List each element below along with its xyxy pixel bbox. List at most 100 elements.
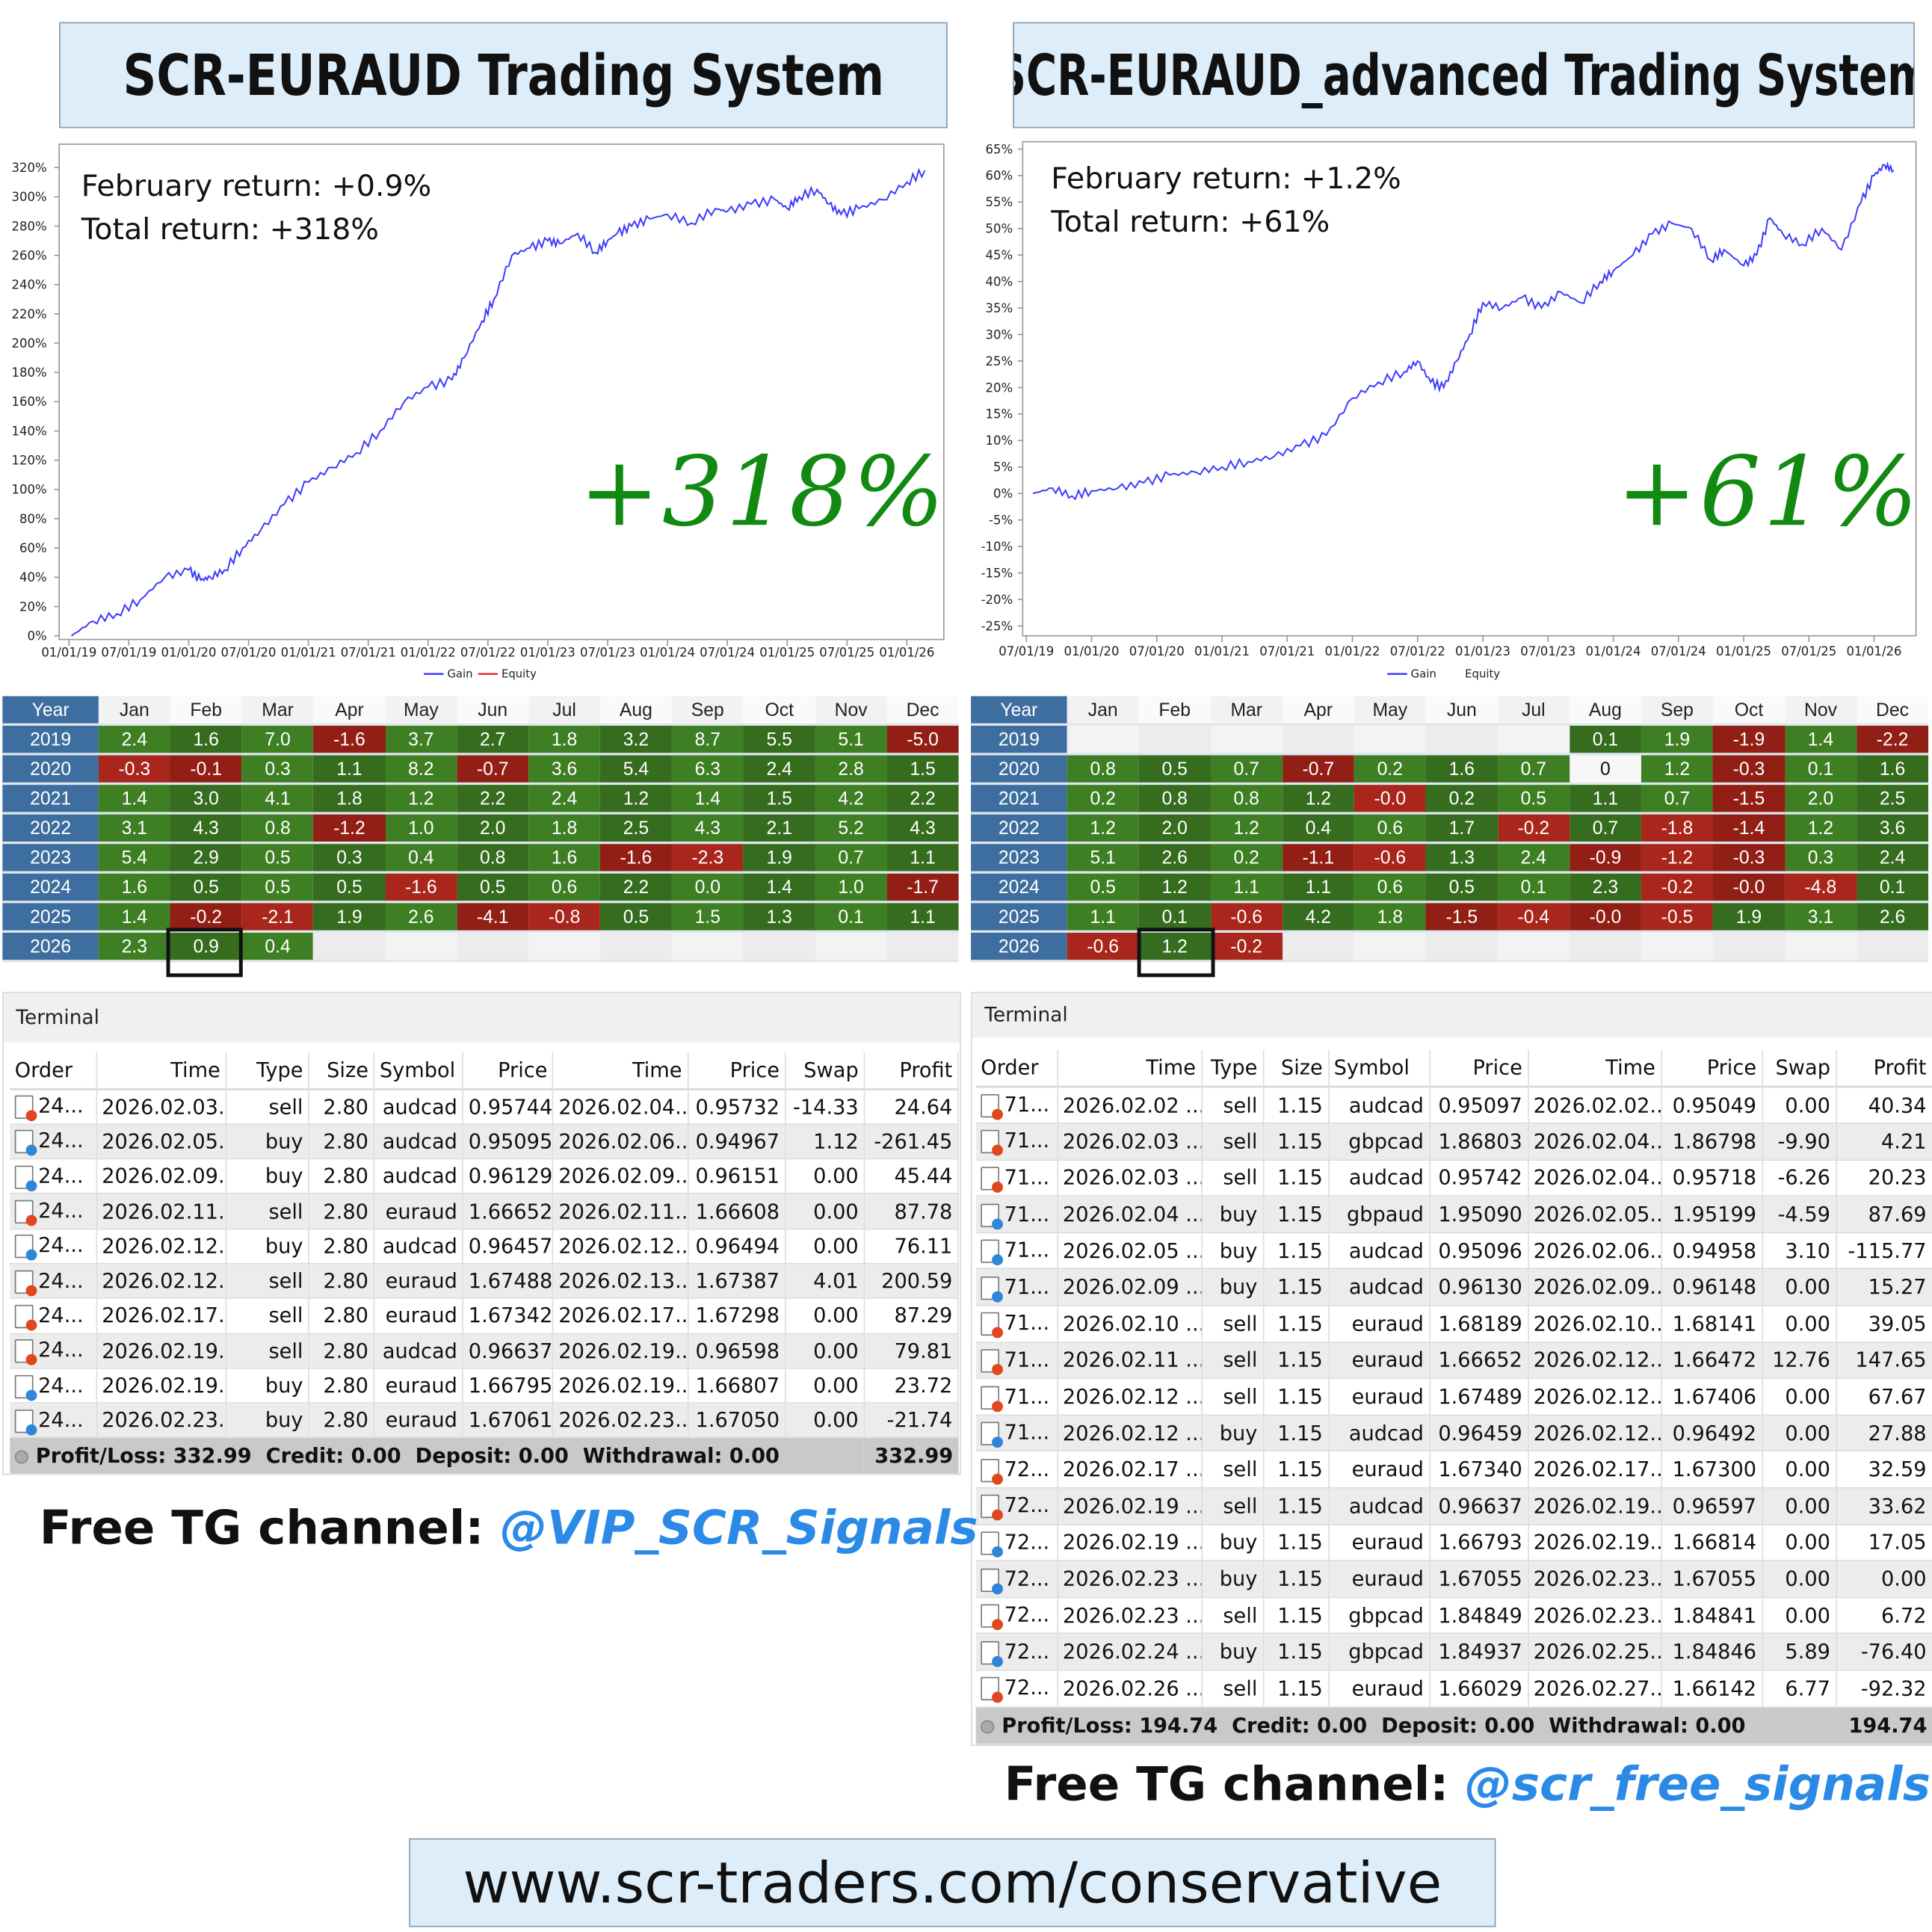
trade-cell: 0.96637 xyxy=(463,1333,554,1369)
trade-row[interactable]: 72... 2026.02.19 ... buy 1.15 euraud 1.66793 2… xyxy=(975,1524,1932,1562)
column-header-time[interactable]: Time xyxy=(1528,1049,1662,1088)
trade-cell: 5.89 xyxy=(1762,1633,1837,1671)
y-tick-label: 320% xyxy=(12,161,47,175)
column-header-price[interactable]: Price xyxy=(1429,1049,1529,1088)
trade-row[interactable]: 72... 2026.02.19 ... sell 1.15 audcad 0.96637… xyxy=(975,1487,1932,1525)
trade-cell: 1.67050 xyxy=(687,1403,786,1439)
column-header-time[interactable]: Time xyxy=(1057,1049,1203,1088)
return-cell: 0.8 xyxy=(1138,783,1211,815)
trade-cell: euraud xyxy=(374,1194,464,1229)
trade-row[interactable]: 24... 2026.02.05... buy 2.80 audcad 0.95095 20… xyxy=(10,1124,959,1160)
trade-cell: 2026.02.19... xyxy=(96,1333,227,1369)
trade-cell: 1.15 xyxy=(1262,1670,1330,1708)
column-header-symbol[interactable]: Symbol xyxy=(1328,1049,1431,1088)
trade-row[interactable]: 72... 2026.02.23 ... sell 1.15 gbpcad 1.84849… xyxy=(975,1597,1932,1635)
trade-row[interactable]: 24... 2026.02.03... sell 2.80 audcad 0.95744 2… xyxy=(10,1089,959,1125)
trade-row[interactable]: 71... 2026.02.05 ... buy 1.15 audcad 0.95096 2… xyxy=(975,1232,1932,1270)
return-cell: 5.4 xyxy=(600,753,672,786)
trade-row[interactable]: 71... 2026.02.02 ... sell 1.15 audcad 0.95097… xyxy=(975,1087,1932,1124)
trade-row[interactable]: 71... 2026.02.12 ... buy 1.15 audcad 0.96459 2… xyxy=(975,1415,1932,1452)
trade-row[interactable]: 72... 2026.02.23 ... buy 1.15 euraud 1.67055 2… xyxy=(975,1561,1932,1598)
y-tick-label: 35% xyxy=(986,301,1013,315)
trade-row[interactable]: 24... 2026.02.19... buy 2.80 euraud 1.66795 20… xyxy=(10,1368,959,1404)
return-cell: -1.9 xyxy=(1712,724,1785,756)
trade-row[interactable]: 72... 2026.02.24 ... buy 1.15 gbpcad 1.84937 2… xyxy=(975,1633,1932,1671)
return-cell: 1.9 xyxy=(1712,901,1785,933)
trade-cell: -261.45 xyxy=(864,1124,959,1160)
website-url-link[interactable]: www.scr-traders.com/conservative xyxy=(463,1849,1442,1916)
column-header-type[interactable]: Type xyxy=(226,1052,309,1091)
year-cell: 2026 xyxy=(971,931,1067,963)
trade-cell: 0.96459 xyxy=(1429,1415,1529,1452)
year-row: 2026 -0.6 1.2 -0.2 xyxy=(971,931,1929,963)
trade-cell: 0.95096 xyxy=(1429,1232,1529,1270)
column-header-time[interactable]: Time xyxy=(96,1052,227,1091)
legend-gain-label: Gain xyxy=(1411,668,1436,681)
trade-row[interactable]: 71... 2026.02.04 ... buy 1.15 gbpaud 1.95090 2… xyxy=(975,1196,1932,1234)
trade-row[interactable]: 71... 2026.02.10 ... sell 1.15 euraud 1.68189… xyxy=(975,1305,1932,1343)
trade-row[interactable]: 71... 2026.02.03 ... sell 1.15 gbpcad 1.86803… xyxy=(975,1123,1932,1161)
left-tg-handle-link[interactable]: @VIP_SCR_Signals xyxy=(500,1500,978,1555)
column-header-size[interactable]: Size xyxy=(308,1052,375,1091)
column-header-order[interactable]: Order xyxy=(10,1052,97,1091)
trade-row[interactable]: 24... 2026.02.17... sell 2.80 euraud 1.67342 2… xyxy=(10,1298,959,1334)
return-cell: 0.5 xyxy=(1067,872,1139,904)
return-cell: 5.1 xyxy=(815,724,887,756)
trade-row[interactable]: 24... 2026.02.12... buy 2.80 audcad 0.96457 20… xyxy=(10,1228,959,1265)
trade-cell: sell xyxy=(226,1263,309,1300)
trade-row[interactable]: 24... 2026.02.09... buy 2.80 audcad 0.96129 20… xyxy=(10,1158,959,1195)
trade-cell: 1.66814 xyxy=(1661,1524,1763,1562)
column-header-profit[interactable]: Profit xyxy=(1836,1049,1932,1088)
return-cell: 1.8 xyxy=(1354,901,1426,933)
trade-cell: 1.67055 xyxy=(1661,1561,1763,1598)
trade-row[interactable]: 24... 2026.02.11... sell 2.80 euraud 1.66652 2… xyxy=(10,1194,959,1229)
trade-cell: 2.80 xyxy=(308,1368,375,1404)
trade-cell: -76.40 xyxy=(1836,1633,1932,1671)
trade-cell: 2026.02.17... xyxy=(96,1298,227,1334)
order-id: 24... xyxy=(38,1373,84,1397)
trade-row[interactable]: 71... 2026.02.09 ... buy 1.15 audcad 0.96130 2… xyxy=(975,1269,1932,1306)
return-cell: 1.9 xyxy=(1641,724,1713,756)
return-cell xyxy=(1425,931,1498,963)
year-row: 2021 0.2 0.8 0.8 1.2 -0.0 0.2 0.5 1.1 0.7 -1.5 2.0 2… xyxy=(971,783,1929,815)
trade-cell: euraud xyxy=(1328,1451,1431,1489)
column-header-order[interactable]: Order xyxy=(975,1049,1058,1088)
column-header-type[interactable]: Type xyxy=(1201,1049,1264,1088)
y-tick-label: 260% xyxy=(12,248,47,262)
trade-cell: 0.96130 xyxy=(1429,1269,1529,1306)
gain-series-line xyxy=(70,167,926,637)
column-header-time[interactable]: Time xyxy=(552,1052,688,1091)
column-header-symbol[interactable]: Symbol xyxy=(374,1052,464,1091)
trade-row[interactable]: 72... 2026.02.26 ... sell 1.15 euraud 1.66029… xyxy=(975,1670,1932,1708)
trade-row[interactable]: 24... 2026.02.19... sell 2.80 audcad 0.96637 2… xyxy=(10,1333,959,1369)
buy-order-icon xyxy=(981,1641,1003,1667)
return-cell: -1.8 xyxy=(1641,813,1713,845)
trade-cell: 0.00 xyxy=(1762,1597,1837,1635)
trade-row[interactable]: 71... 2026.02.12 ... sell 1.15 euraud 1.67489… xyxy=(975,1378,1932,1416)
trade-cell: 2026.02.12 ... xyxy=(1057,1378,1203,1416)
trade-row[interactable]: 24... 2026.02.12... sell 2.80 euraud 1.67488 2… xyxy=(10,1263,959,1300)
trade-row[interactable]: 71... 2026.02.03 ... sell 1.15 audcad 0.95742… xyxy=(975,1159,1932,1197)
column-header-price[interactable]: Price xyxy=(463,1052,554,1091)
column-header-price[interactable]: Price xyxy=(1661,1049,1763,1088)
return-cell: -0.6 xyxy=(1354,842,1426,874)
trade-cell: 1.15 xyxy=(1262,1305,1330,1343)
trade-row[interactable]: 71... 2026.02.11 ... sell 1.15 euraud 1.66652… xyxy=(975,1342,1932,1380)
column-header-size[interactable]: Size xyxy=(1262,1049,1330,1088)
right-tg-handle-link[interactable]: @scr_free_signals xyxy=(1465,1756,1931,1812)
trade-cell: buy xyxy=(1201,1524,1264,1562)
column-header-swap[interactable]: Swap xyxy=(785,1052,865,1091)
buy-order-icon xyxy=(981,1422,1003,1448)
column-header-profit[interactable]: Profit xyxy=(864,1052,959,1091)
column-header-swap[interactable]: Swap xyxy=(1762,1049,1837,1088)
trade-cell: 0.00 xyxy=(785,1368,865,1404)
return-cell: 7.0 xyxy=(241,724,314,756)
trade-cell: 1.15 xyxy=(1262,1633,1330,1671)
trade-cell: 2026.02.17... xyxy=(1528,1451,1662,1489)
trade-cell: 1.15 xyxy=(1262,1597,1330,1635)
trade-cell: 0.00 xyxy=(785,1403,865,1439)
return-cell: 3.2 xyxy=(600,724,672,756)
trade-row[interactable]: 72... 2026.02.17 ... sell 1.15 euraud 1.67340… xyxy=(975,1451,1932,1489)
trade-row[interactable]: 24... 2026.02.23... buy 2.80 euraud 1.67061 20… xyxy=(10,1403,959,1439)
column-header-price[interactable]: Price xyxy=(687,1052,786,1091)
